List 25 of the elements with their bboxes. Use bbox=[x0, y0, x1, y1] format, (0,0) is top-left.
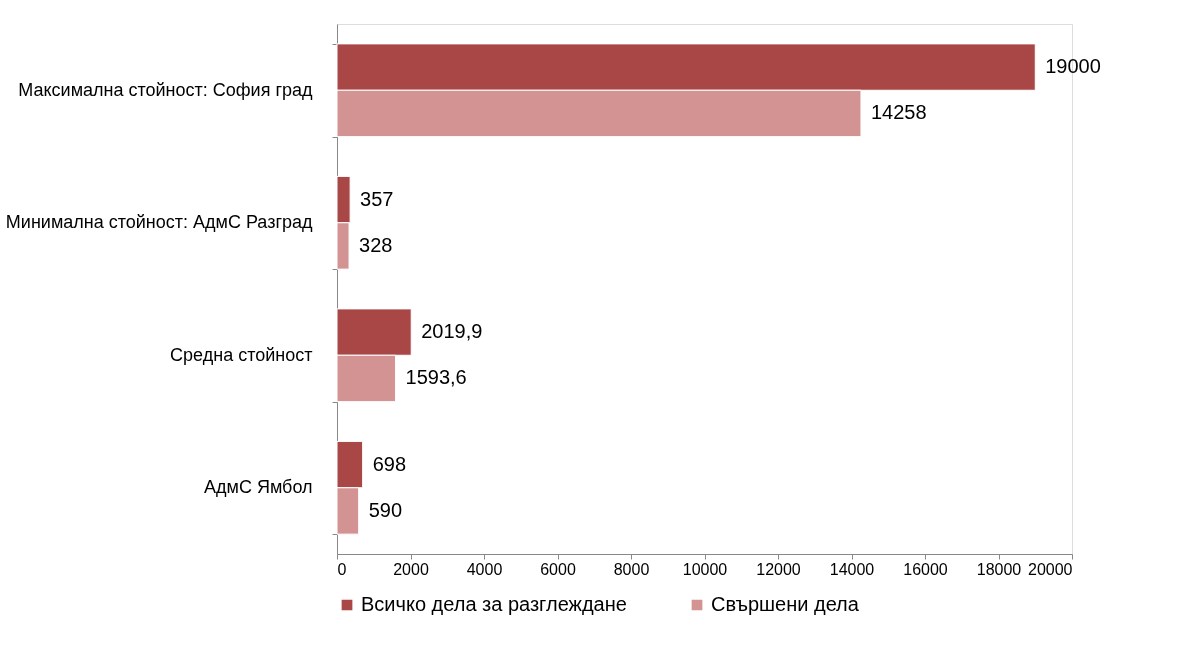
x-tick-label: 2000 bbox=[393, 560, 429, 578]
y-tick-label: Максимална стойност: София град bbox=[18, 79, 313, 100]
data-label: 1593,6 bbox=[405, 366, 467, 389]
x-tick-label: 12000 bbox=[756, 560, 801, 578]
y-tick-label: Минимална стойност: АдмС Разград bbox=[5, 212, 313, 233]
data-label: 14258 bbox=[870, 101, 927, 124]
data-label: 590 bbox=[368, 498, 403, 521]
data-label: 698 bbox=[372, 452, 407, 475]
y-tick-label: Средна стойност bbox=[170, 344, 313, 365]
x-tick-label: 6000 bbox=[540, 560, 576, 578]
data-label: 19000 bbox=[1045, 55, 1101, 78]
legend-label: Свършени дела bbox=[711, 593, 860, 615]
y-tick-label: АдмС Ямбол bbox=[204, 477, 313, 498]
x-tick-label: 4000 bbox=[466, 560, 503, 578]
x-tick-label: 14000 bbox=[829, 560, 875, 578]
x-tick-label: 20000 bbox=[1028, 560, 1073, 578]
legend-label: Всичко дела за разглеждане bbox=[361, 593, 627, 615]
x-tick-label: 18000 bbox=[976, 560, 1022, 578]
x-tick-label: 8000 bbox=[613, 560, 650, 578]
x-tick-label: 0 bbox=[337, 560, 347, 578]
data-label: 2019,9 bbox=[421, 320, 483, 343]
data-label: 357 bbox=[360, 187, 394, 210]
x-tick-label: 16000 bbox=[903, 560, 948, 578]
x-tick-label: 10000 bbox=[682, 560, 728, 578]
data-label: 328 bbox=[359, 233, 393, 256]
